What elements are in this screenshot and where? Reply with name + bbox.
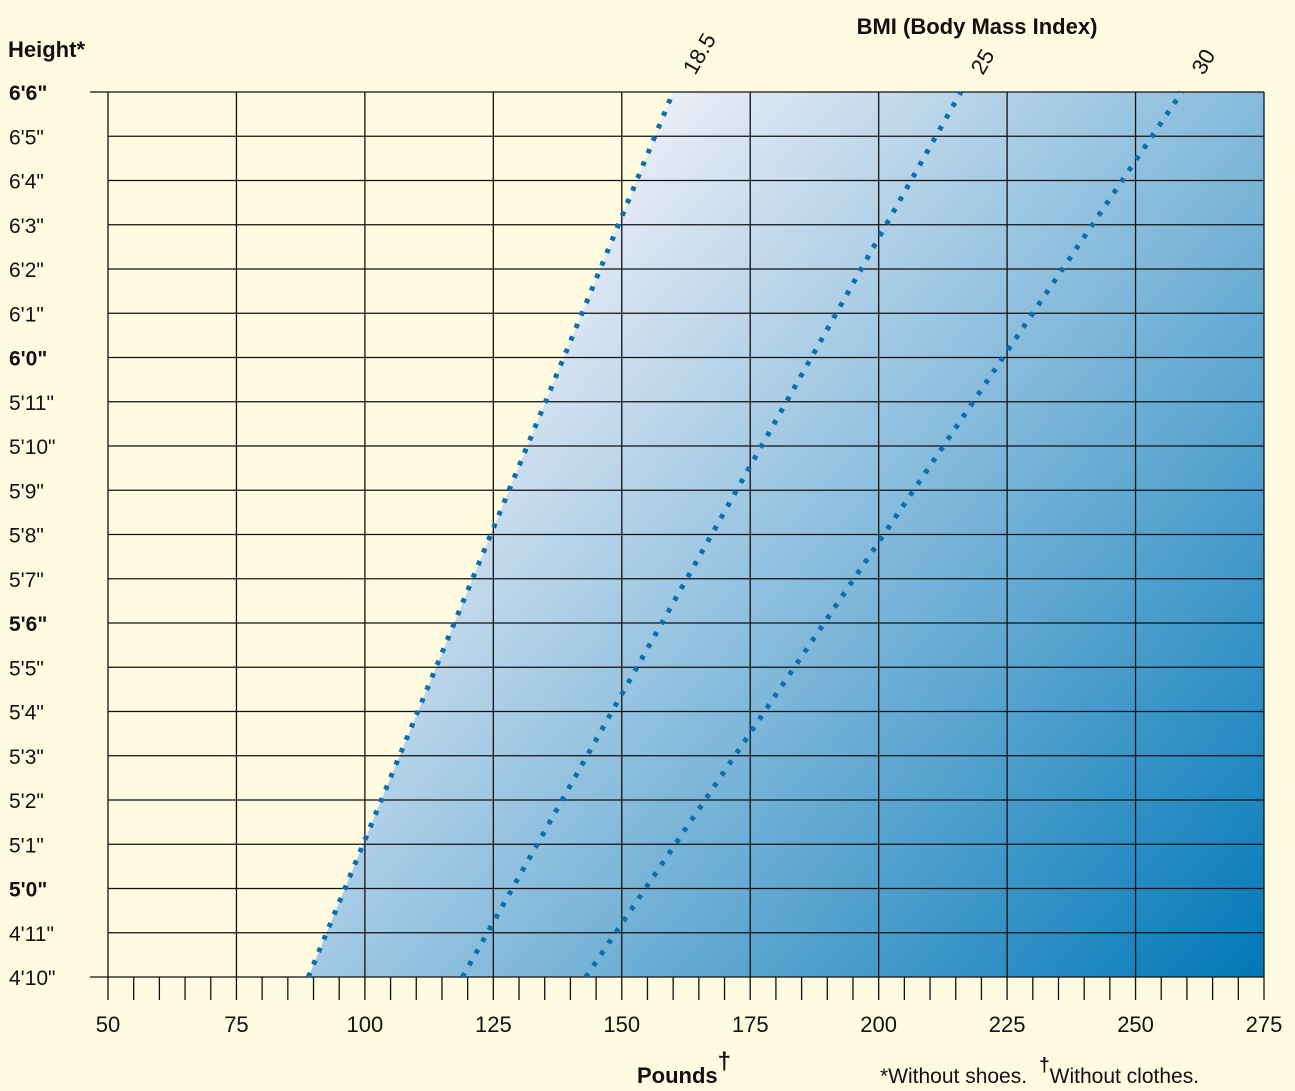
x-tick-label: 225 bbox=[989, 1012, 1026, 1037]
footnote: *Without shoes. †Without clothes. bbox=[880, 1055, 1199, 1088]
chart-title: BMI (Body Mass Index) bbox=[857, 14, 1098, 39]
x-axis-label-mark: † bbox=[718, 1048, 731, 1075]
y-tick-label: 6'4" bbox=[9, 171, 44, 194]
y-tick-label: 5'1" bbox=[9, 834, 44, 857]
y-tick-label: 4'11" bbox=[9, 923, 54, 946]
y-tick-label: 5'9" bbox=[9, 480, 44, 503]
bmi-line-label: 30 bbox=[1186, 45, 1220, 79]
y-tick-label: 5'5" bbox=[9, 657, 44, 680]
grid bbox=[90, 91, 1265, 1000]
y-tick-label: 6'3" bbox=[9, 215, 44, 238]
y-tick-label: 4'10" bbox=[9, 967, 56, 990]
footnote-clothes: Without clothes. bbox=[1050, 1065, 1199, 1088]
y-tick-label: 6'6" bbox=[9, 82, 47, 105]
y-tick-label: 5'4" bbox=[9, 702, 44, 725]
x-tick-label: 75 bbox=[224, 1012, 248, 1037]
footnote-mark: † bbox=[1039, 1055, 1050, 1076]
y-tick-label: 6'2" bbox=[9, 259, 44, 282]
x-tick-label: 100 bbox=[347, 1012, 384, 1037]
y-tick-label: 6'5" bbox=[9, 126, 44, 149]
y-axis-label: Height* bbox=[8, 37, 85, 62]
footnote-shoes: *Without shoes. bbox=[880, 1065, 1027, 1088]
y-tick-label: 5'8" bbox=[9, 525, 44, 548]
y-tick-label: 5'6" bbox=[9, 613, 47, 636]
x-tick-label: 150 bbox=[603, 1012, 640, 1037]
y-axis-tick-labels: 6'6" 6'5" 6'4" 6'3" 6'2" 6'1" 6'0" 5'11" 5'10" 5'… bbox=[9, 82, 56, 990]
bmi-line-18-5 bbox=[306, 91, 676, 978]
bmi-line-label: 18.5 bbox=[678, 29, 721, 79]
y-tick-label: 5'10" bbox=[9, 436, 56, 459]
x-axis-label-text: Pounds bbox=[637, 1063, 718, 1088]
x-tick-label: 125 bbox=[475, 1012, 512, 1037]
bmi-line-30 bbox=[583, 90, 1184, 979]
x-tick-label: 200 bbox=[860, 1012, 897, 1037]
y-tick-label: 5'11" bbox=[9, 392, 54, 415]
x-axis-label: Pounds† bbox=[637, 1048, 731, 1088]
y-tick-label: 5'0" bbox=[9, 879, 47, 902]
y-tick-label: 5'2" bbox=[9, 790, 44, 813]
x-tick-label: 250 bbox=[1117, 1012, 1154, 1037]
y-tick-label: 5'7" bbox=[9, 569, 44, 592]
x-tick-label: 275 bbox=[1246, 1012, 1283, 1037]
bmi-line-label: 25 bbox=[966, 45, 1000, 79]
y-tick-label: 5'3" bbox=[9, 746, 44, 769]
bmi-lines bbox=[306, 90, 1184, 979]
y-tick-label: 6'0" bbox=[9, 348, 47, 371]
y-tick-label: 6'1" bbox=[9, 303, 44, 326]
x-tick-label: 175 bbox=[732, 1012, 769, 1037]
x-axis-tick-labels: 50 75 100 125 150 175 200 225 250 275 bbox=[96, 1012, 1283, 1037]
x-tick-label: 50 bbox=[96, 1012, 120, 1037]
